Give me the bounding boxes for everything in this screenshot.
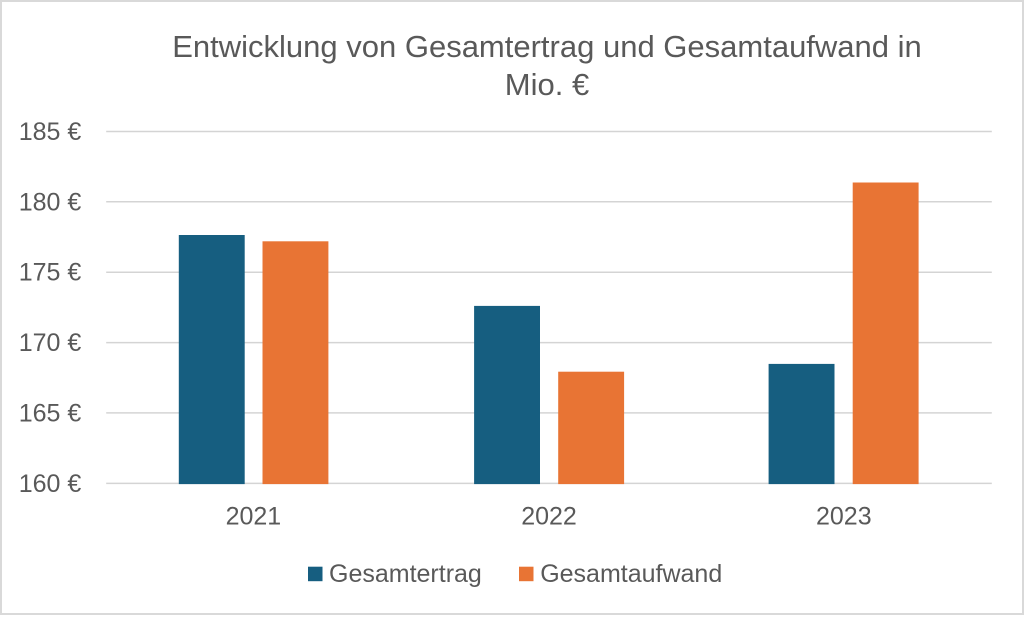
svg-text:180 €: 180 € bbox=[19, 188, 82, 216]
svg-text:Gesamtaufwand: Gesamtaufwand bbox=[540, 560, 722, 588]
svg-text:185 €: 185 € bbox=[19, 118, 82, 146]
svg-text:2022: 2022 bbox=[521, 502, 577, 530]
svg-text:175 €: 175 € bbox=[19, 259, 82, 287]
svg-text:160 €: 160 € bbox=[19, 470, 82, 498]
svg-text:Mio. €: Mio. € bbox=[505, 67, 589, 102]
svg-text:2023: 2023 bbox=[816, 502, 872, 530]
svg-text:2021: 2021 bbox=[226, 502, 282, 530]
svg-text:170 €: 170 € bbox=[19, 329, 82, 357]
svg-text:Gesamtertrag: Gesamtertrag bbox=[329, 560, 482, 588]
svg-text:Entwicklung von Gesamtertrag u: Entwicklung von Gesamtertrag und Gesamta… bbox=[172, 29, 922, 64]
svg-text:165 €: 165 € bbox=[19, 399, 82, 427]
